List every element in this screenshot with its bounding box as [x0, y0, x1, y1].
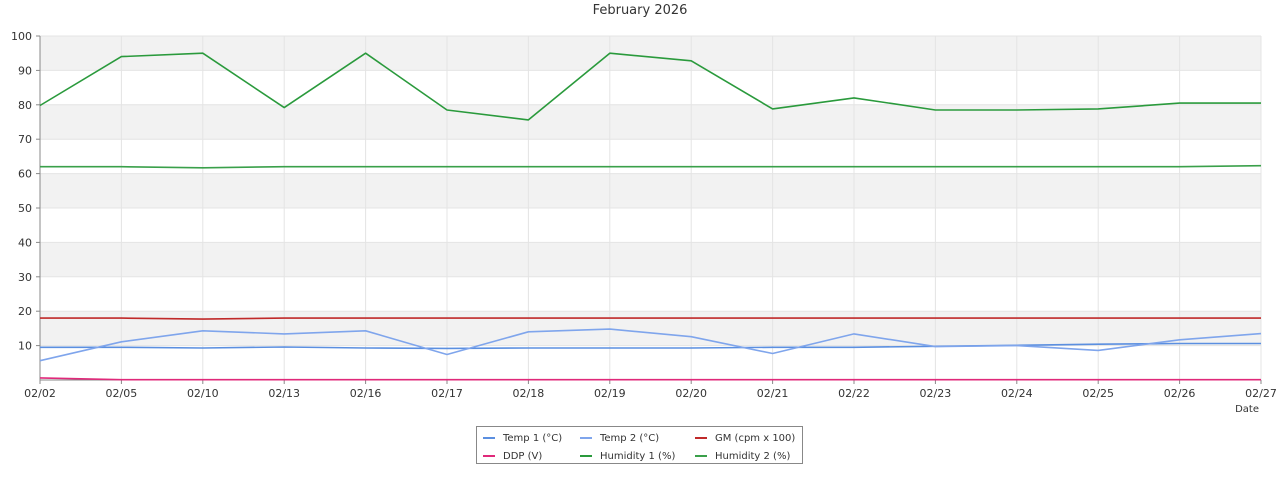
x-tick-label: 02/27	[1245, 387, 1277, 400]
y-tick-label: 80	[18, 99, 32, 112]
legend-item: Temp 2 (°C)	[580, 430, 659, 446]
x-tick-label: 02/17	[431, 387, 463, 400]
legend-swatch	[695, 437, 707, 439]
y-tick-label: 60	[18, 168, 32, 181]
legend-item: GM (cpm x 100)	[695, 430, 795, 446]
series-lines	[39, 52, 1262, 381]
y-tick-label: 90	[18, 64, 32, 77]
legend-label: Humidity 1 (%)	[600, 450, 676, 462]
grid-band	[40, 104, 1261, 140]
x-tick-label: 02/23	[920, 387, 952, 400]
series-line-4	[39, 377, 1261, 381]
x-tick-label: 02/05	[106, 387, 138, 400]
legend: Temp 1 (°C) Temp 2 (°C) GM (cpm x 100) DDP …	[476, 426, 803, 464]
chart-title: February 2026	[592, 3, 688, 18]
legend-item: Humidity 2 (%)	[695, 448, 790, 464]
legend-label: Temp 2 (°C)	[600, 432, 660, 444]
y-tick-label: 40	[18, 236, 32, 249]
y-tick-label: 30	[18, 271, 32, 284]
tick-labels: 10 20 30 40 50 60 70 80 90 100 02/02 02/05 02/10 02/1…	[11, 30, 1277, 400]
x-tick-label: 02/19	[594, 387, 626, 400]
series-line-2	[39, 328, 1262, 362]
y-tick-label: 10	[18, 340, 32, 353]
legend-label: GM (cpm x 100)	[715, 432, 796, 444]
grid-band	[40, 311, 1261, 346]
grid-band	[40, 173, 1261, 208]
y-tick-label: 20	[18, 305, 32, 318]
x-tick-label: 02/02	[24, 387, 56, 400]
x-tick-label: 02/24	[1001, 387, 1033, 400]
legend-item: Humidity 1 (%)	[580, 448, 675, 464]
x-tick-label: 02/10	[187, 387, 219, 400]
legend-label: Temp 1 (°C)	[503, 432, 563, 444]
x-tick-label: 02/22	[838, 387, 870, 400]
legend-item: Temp 1 (°C)	[483, 430, 562, 446]
series-line-1	[40, 342, 1261, 350]
y-tick-label: 100	[11, 30, 32, 43]
grid-band	[40, 242, 1261, 277]
legend-label: Humidity 2 (%)	[715, 450, 791, 462]
x-tick-label: 02/20	[675, 387, 707, 400]
x-axis-title: Date	[1235, 404, 1259, 415]
series-line-3	[40, 317, 1261, 320]
x-tick-label: 02/21	[757, 387, 789, 400]
legend-label: DDP (V)	[503, 450, 543, 462]
legend-swatch	[580, 437, 592, 439]
x-tick-label: 02/16	[350, 387, 382, 400]
x-tick-label: 02/25	[1082, 387, 1114, 400]
x-tick-label: 02/13	[268, 387, 300, 400]
series-line-5	[39, 52, 1261, 121]
x-tick-label: 02/26	[1164, 387, 1196, 400]
legend-swatch	[483, 437, 495, 439]
grid-band	[40, 36, 1261, 71]
series-line-6	[40, 164, 1262, 169]
y-tick-label: 50	[18, 202, 32, 215]
legend-item: DDP (V)	[483, 448, 542, 464]
legend-swatch	[483, 455, 495, 457]
legend-swatch	[695, 455, 707, 457]
y-tick-label: 70	[18, 133, 32, 146]
legend-swatch	[580, 455, 592, 457]
grid-bands	[40, 36, 1261, 346]
x-tick-label: 02/18	[513, 387, 545, 400]
